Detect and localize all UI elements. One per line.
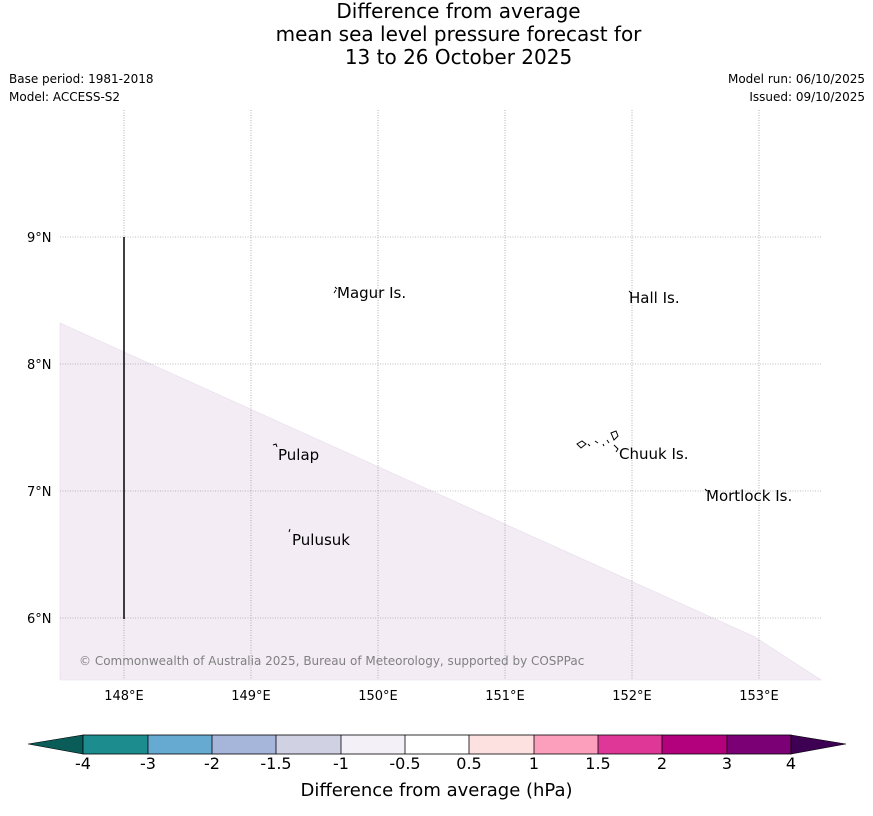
lon-label-149: 149°E xyxy=(231,689,271,704)
lon-label-150: 150°E xyxy=(358,689,398,704)
place-pulap: Pulap xyxy=(278,446,319,464)
colorbar-tick: 2 xyxy=(656,754,668,773)
pulap-island-shape xyxy=(272,443,278,448)
colorbar-under-arrow xyxy=(27,734,84,755)
colorbar-frame xyxy=(82,734,792,755)
title-line-1: Difference from average xyxy=(336,0,581,23)
place-chuuk: Chuuk Is. xyxy=(619,445,688,463)
colorbar-bin-3 xyxy=(212,735,276,754)
colorbar-tick: -0.5 xyxy=(389,754,421,773)
lat-label-6: 6°N xyxy=(27,612,52,627)
colorbar-label: Difference from average (hPa) xyxy=(300,780,573,801)
colorbar-tick: 4 xyxy=(785,754,797,773)
lon-label-151: 151°E xyxy=(485,689,525,704)
chuuk-island-shape xyxy=(576,430,619,453)
place-hall: Hall Is. xyxy=(629,289,680,307)
colorbar-tick: 1.5 xyxy=(585,754,611,773)
model-run: Model run: 06/10/2025 xyxy=(727,72,865,86)
colorbar-bin-2 xyxy=(148,735,212,754)
colorbar-bin-7 xyxy=(469,735,534,754)
place-pulusuk: Pulusuk xyxy=(292,531,350,549)
issued-date: Issued: 09/10/2025 xyxy=(749,90,865,104)
colorbar-tick: -2 xyxy=(204,754,220,773)
colorbar-bin-5 xyxy=(341,735,405,754)
colorbar-tick: -4 xyxy=(75,754,91,773)
model-name: Model: ACCESS-S2 xyxy=(9,90,121,104)
copyright-notice: © Commonwealth of Australia 2025, Bureau… xyxy=(79,654,584,668)
colorbar-tick: -3 xyxy=(140,754,156,773)
colorbar-bin-1 xyxy=(83,735,148,754)
lat-label-7: 7°N xyxy=(27,485,52,500)
colorbar-bin-6 xyxy=(405,735,469,754)
colorbar-bin-9 xyxy=(598,735,662,754)
colorbar xyxy=(27,734,847,755)
lon-label-148: 148°E xyxy=(104,689,144,704)
colorbar-over-arrow xyxy=(790,734,847,755)
place-mortlock: Mortlock Is. xyxy=(706,487,792,505)
lat-label-8: 8°N xyxy=(27,358,52,373)
colorbar-tick: -1 xyxy=(333,754,349,773)
colorbar-tick: 0.5 xyxy=(456,754,482,773)
title-line-3: 13 to 26 October 2025 xyxy=(344,45,573,69)
colorbar-bin-8 xyxy=(534,735,598,754)
place-magur: Magur Is. xyxy=(337,284,406,302)
colorbar-bin-10 xyxy=(662,735,727,754)
anomaly-region xyxy=(59,322,823,681)
meta-right: Model run: 06/10/2025 Issued: 09/10/2025 xyxy=(728,70,865,106)
lon-label-152: 152°E xyxy=(612,689,652,704)
colorbar-bin-4 xyxy=(276,735,341,754)
hall-island-shape xyxy=(628,290,632,294)
chart-title: Difference from average mean sea level p… xyxy=(0,0,873,69)
lon-label-153: 153°E xyxy=(739,689,779,704)
title-line-2: mean sea level pressure forecast for xyxy=(275,22,642,46)
colorbar-tick: -1.5 xyxy=(260,754,292,773)
colorbar-bin-11 xyxy=(727,735,791,754)
islands xyxy=(272,286,708,533)
magur-island-shape xyxy=(333,286,338,294)
parallels xyxy=(60,236,821,619)
colorbar-tick: 1 xyxy=(528,754,540,773)
colorbar-tick: 3 xyxy=(721,754,733,773)
meta-left: Base period: 1981-2018 Model: ACCESS-S2 xyxy=(9,70,154,106)
lat-label-9: 9°N xyxy=(27,231,52,246)
pulusuk-island-shape xyxy=(288,528,291,533)
mortlock-island-shape xyxy=(704,488,708,492)
base-period: Base period: 1981-2018 xyxy=(9,72,154,86)
